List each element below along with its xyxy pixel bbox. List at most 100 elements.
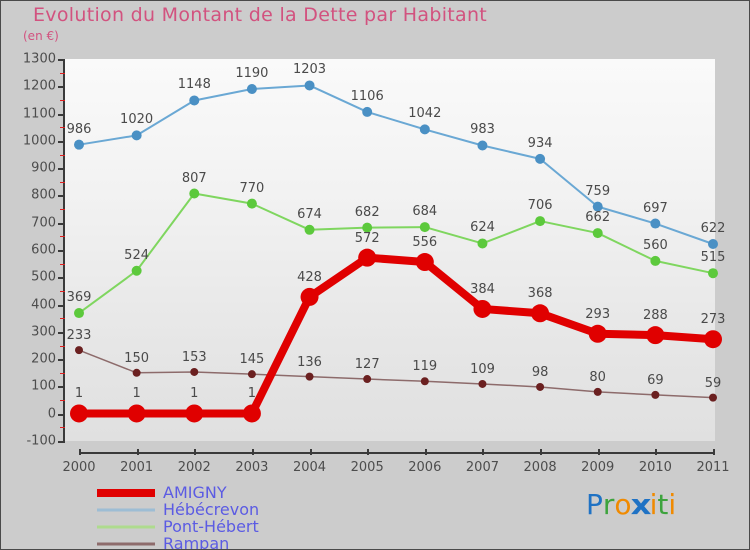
chart-subtitle: (en €) [23,29,59,43]
x-axis-label: 2011 [696,460,730,475]
x-axis-label: 2010 [638,460,672,475]
y-tick-minor [60,400,65,402]
data-point-label: 384 [470,281,495,297]
x-axis-label: 2003 [235,460,269,475]
data-point-label: 524 [124,247,150,263]
legend-swatch [97,542,155,545]
data-point-label: 368 [527,286,553,302]
x-tick [482,449,485,455]
y-tick-major [58,277,65,280]
data-point-label: 288 [642,308,668,324]
data-point-label: 109 [470,361,495,377]
plot-area: -100 0 100 200 300 400 500 600 700 800 900 1000 1100… [23,53,715,448]
legend-swatch [97,525,155,528]
legend-swatch [97,508,155,511]
x-axis-label: 2005 [350,460,384,475]
x-axis-label: 2002 [177,460,211,475]
x-tick [309,449,312,455]
y-axis-label: 600 [31,242,56,258]
x-axis-label: 2007 [465,460,499,475]
data-point-label: 1190 [235,66,269,81]
data-point-label: 807 [181,170,207,186]
y-axis-label: 1200 [22,78,56,94]
y-tick-minor [60,318,65,320]
y-axis-label: 1300 [22,51,56,67]
logo-letter: i [649,488,658,521]
y-tick-major [58,359,65,362]
y-tick-major [58,195,65,198]
x-axis-label: 2006 [408,460,442,475]
data-point-label: 622 [700,220,726,236]
y-tick-minor [60,263,65,265]
y-tick-major [58,86,65,89]
x-tick [597,449,600,455]
legend-label: Pont-Hébert [163,517,259,536]
y-tick-major [58,413,65,416]
data-point-label: 662 [585,210,611,226]
y-axis-label: 200 [31,351,56,367]
data-point-label: 428 [297,269,322,285]
data-point-label: 706 [527,198,553,214]
y-tick-major [58,168,65,171]
data-point-label: 1148 [177,77,211,93]
x-axis-label: 2001 [120,460,154,475]
x-axis-label: 2009 [581,460,615,475]
y-tick-major [58,441,65,443]
data-point-label: 119 [412,359,438,375]
y-axis-label: 100 [31,378,56,394]
data-point-label: 674 [297,206,322,222]
data-point-label: 1020 [120,112,154,128]
x-tick [424,449,427,455]
x-axis-label: 2004 [292,460,327,475]
logo-letter: o [614,488,632,521]
data-point-label: 293 [585,306,611,322]
data-point-label: 98 [531,364,549,380]
data-point-label: 1106 [350,88,384,104]
data-point-label: 684 [412,204,438,220]
data-point-label: 150 [124,350,150,366]
y-tick-minor [60,236,65,238]
proxiti-logo[interactable]: Proxiti [586,488,676,521]
y-tick-major [58,113,65,116]
y-tick-major [58,331,65,334]
y-axis-label: 500 [31,269,56,285]
data-point-label: 560 [642,237,668,253]
y-axis-label: 900 [31,160,56,176]
y-axis-label: 300 [31,324,56,340]
y-tick-minor [60,209,65,211]
x-tick [367,449,370,455]
x-tick [655,449,658,455]
y-tick-minor [60,345,65,347]
data-point-label: 572 [354,230,380,246]
data-point-label: 682 [354,204,380,220]
y-tick-major [58,250,65,252]
data-point-label: 369 [66,290,92,306]
data-point-label: 1203 [292,62,327,78]
x-tick [194,449,197,455]
y-axis-label: 400 [31,297,56,313]
data-point-label: 934 [527,135,553,151]
data-point-label: 1 [190,386,199,402]
y-tick-major [58,386,65,389]
data-point-label: 273 [700,312,726,328]
data-point-label: 624 [470,220,495,236]
y-axis-label: 700 [31,215,56,231]
logo-letter: x [630,488,651,521]
x-tick [79,449,81,455]
y-axis-label: 0 [47,406,56,422]
legend-label: AMIGNY [163,483,227,502]
data-point-label: 1 [132,386,141,402]
x-axis: 2000 2001 2002 2003 2004 2005 2006 2007 2008 2009… [62,449,730,475]
y-axis-label: -100 [26,433,56,449]
data-point-label: 1042 [408,106,442,122]
data-point-label: 515 [700,250,726,266]
data-point-label: 983 [470,122,495,138]
data-point-label: 1 [247,386,257,402]
y-tick-minor [60,154,65,156]
logo-letter: r [602,488,615,521]
y-axis-label: 1000 [22,133,56,149]
y-tick-minor [60,72,65,74]
data-point-label: 697 [642,200,668,216]
x-axis-label: 2000 [62,460,96,475]
